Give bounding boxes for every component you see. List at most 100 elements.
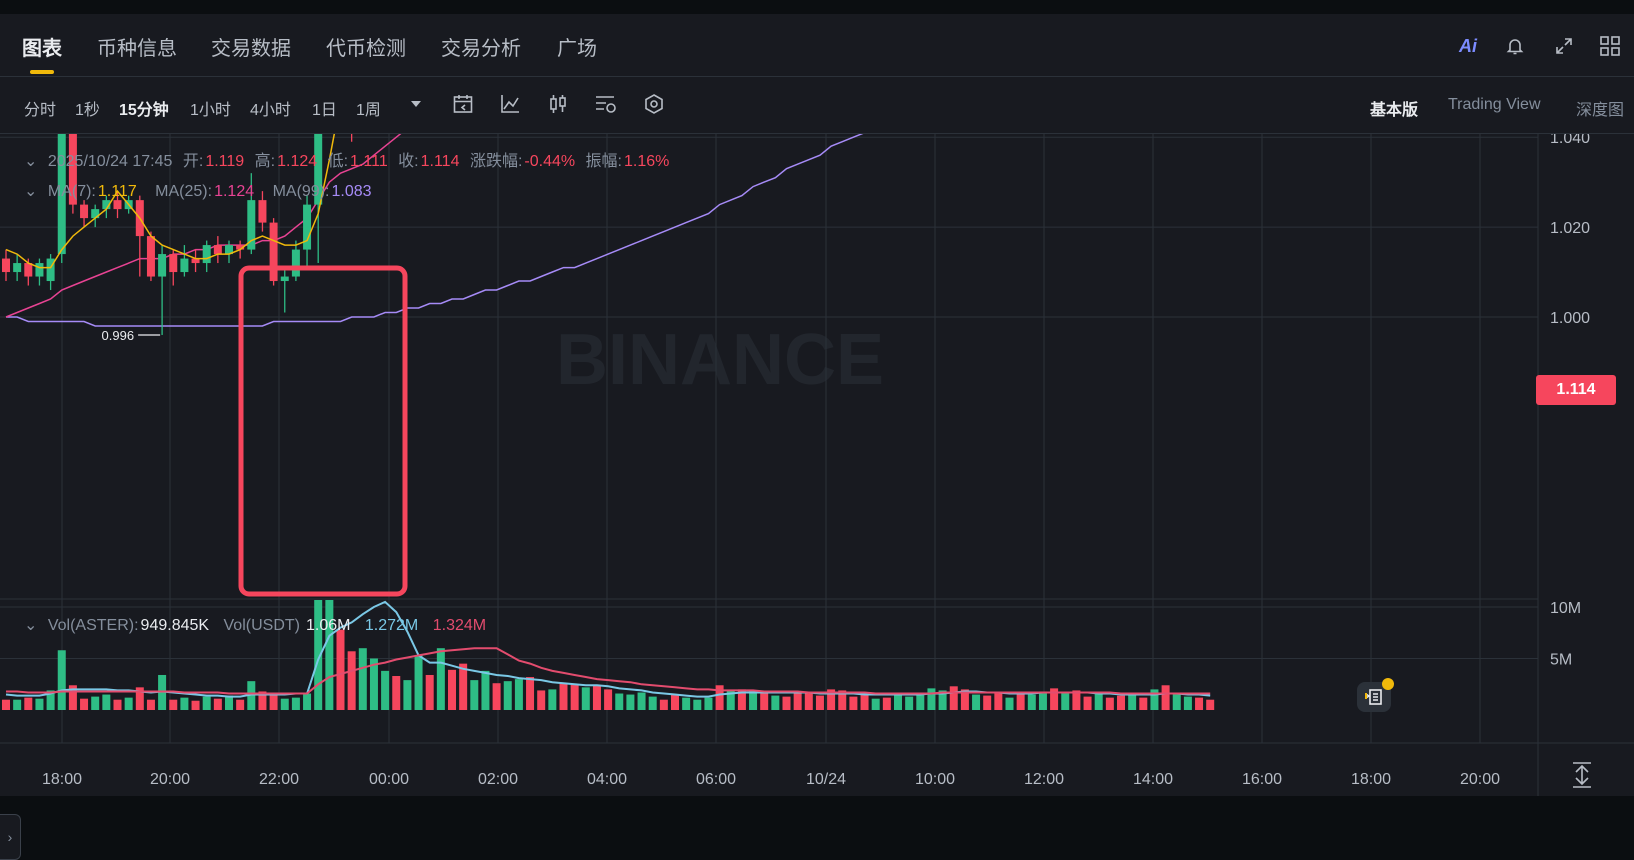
vol-collapse-chevron-icon[interactable]: ⌄ [24,617,38,634]
expand-icon[interactable] [1550,32,1578,60]
timeframe-15m[interactable]: 15分钟 [119,102,169,119]
volume-bar [80,698,89,710]
auto-scale-icon[interactable] [1573,762,1591,788]
timeframe-line[interactable]: 分时 [24,102,57,119]
notification-dot [1382,678,1394,690]
ma-collapse-chevron-icon[interactable]: ⌄ [24,183,38,200]
chart-grid [0,46,1538,743]
volume-bar [693,699,702,710]
price-tick-label: 1.040 [1550,134,1590,147]
calendar-icon[interactable] [450,91,476,117]
volume-bar [358,648,367,710]
ma7-label: MA(7): [47,183,96,200]
volume-bar [258,691,267,710]
volume-bar [403,680,412,710]
candle-body [80,204,89,219]
volume-bar [894,694,902,710]
tab-chart[interactable]: 图表 [22,38,62,60]
vol-usdt-value: 1.06M [305,617,351,634]
indicator-icon[interactable] [497,91,523,117]
volume-bar [113,699,122,710]
tab-trade-data[interactable]: 交易数据 [211,38,291,60]
volume-bar [1027,694,1036,710]
volume-bar [1083,696,1092,710]
tab-trade-analysis[interactable]: 交易分析 [441,38,521,60]
volume-bar [1050,688,1059,710]
volume-bar [169,699,178,710]
volume-bar [994,693,1003,710]
tab-coin-info[interactable]: 币种信息 [97,38,177,60]
volume-bar [927,688,936,710]
settings-icon[interactable] [593,91,619,117]
volume-bar [1183,696,1192,710]
volume-bar [916,692,925,710]
volume-bar [1139,697,1148,710]
volume-bar [960,689,969,710]
collapse-chevron-icon[interactable]: ⌄ [24,153,38,170]
candle-body [258,200,267,223]
volume-bar [514,679,523,710]
time-tick-label: 12:00 [1024,771,1064,788]
time-tick-label: 20:00 [1460,771,1500,788]
volume-bar [972,694,981,710]
dropdown-caret-icon[interactable] [403,91,429,117]
volume-bar [503,681,512,710]
low-label: 低: [327,153,349,170]
volume-bar [35,698,44,710]
volume-bar [559,683,568,710]
volume-bar [202,696,211,710]
volume-bar [68,685,77,710]
volume-bar [459,663,468,710]
volume-bar [637,692,646,710]
volume-bar [537,690,546,710]
time-tick-label: 22:00 [259,771,299,788]
ai-icon[interactable]: Ai [1459,35,1477,56]
timeframe-1d[interactable]: 1日 [312,102,337,119]
price-tick-label: 1.020 [1550,220,1590,237]
volume-legend: ⌄ Vol(ASTER): 949.845K Vol(USDT) 1.06M 1.2… [24,615,492,635]
volume-bar [815,695,824,710]
candle-body [202,245,211,264]
volume-bar [648,696,657,710]
volume-bar [1172,693,1181,710]
view-depth[interactable]: 深度图 [1576,102,1625,119]
candle-body [68,119,77,205]
candle-body [303,204,312,250]
candle-type-icon[interactable] [545,91,571,117]
volume-bar [604,689,613,710]
volume-bar [291,697,300,710]
view-tradingview[interactable]: Trading View [1448,96,1541,113]
volume-bar [1005,697,1014,710]
vol-usdt-label: Vol(USDT) [223,617,300,634]
bell-icon[interactable] [1501,32,1529,60]
volume-bar [671,694,679,710]
volume-bar [726,690,735,710]
candle-body [146,236,155,277]
candlestick-chart[interactable]: BINANCE 1.1401.1201.1001.0801.0601.0401.… [0,0,1634,796]
volume-bar [91,696,100,710]
timeframe-1s[interactable]: 1秒 [75,102,100,119]
volume-bar [1161,685,1170,710]
candle-body [46,258,55,282]
timeframe-4h[interactable]: 4小时 [250,102,291,119]
timeframe-1h[interactable]: 1小时 [190,102,231,119]
volume-bar [24,697,33,710]
volume-bar [715,685,724,710]
side-panel-handle[interactable]: › [0,814,21,860]
volume-bar [314,600,323,710]
volume-bar [303,693,312,710]
timeframe-1w[interactable]: 1周 [356,102,381,119]
candle-body [213,245,222,255]
tab-square[interactable]: 广场 [557,38,597,60]
candle-body [2,258,10,273]
shield-icon[interactable] [641,91,667,117]
volume-bar [983,695,992,710]
grid-icon[interactable] [1596,32,1624,60]
close-value: 1.114 [420,153,460,170]
volume-bar [425,674,434,710]
change-label: 涨跌幅: [469,153,523,170]
tab-token-check[interactable]: 代币检测 [326,38,406,60]
view-basic[interactable]: 基本版 [1370,102,1419,119]
volume-bar [481,670,490,710]
